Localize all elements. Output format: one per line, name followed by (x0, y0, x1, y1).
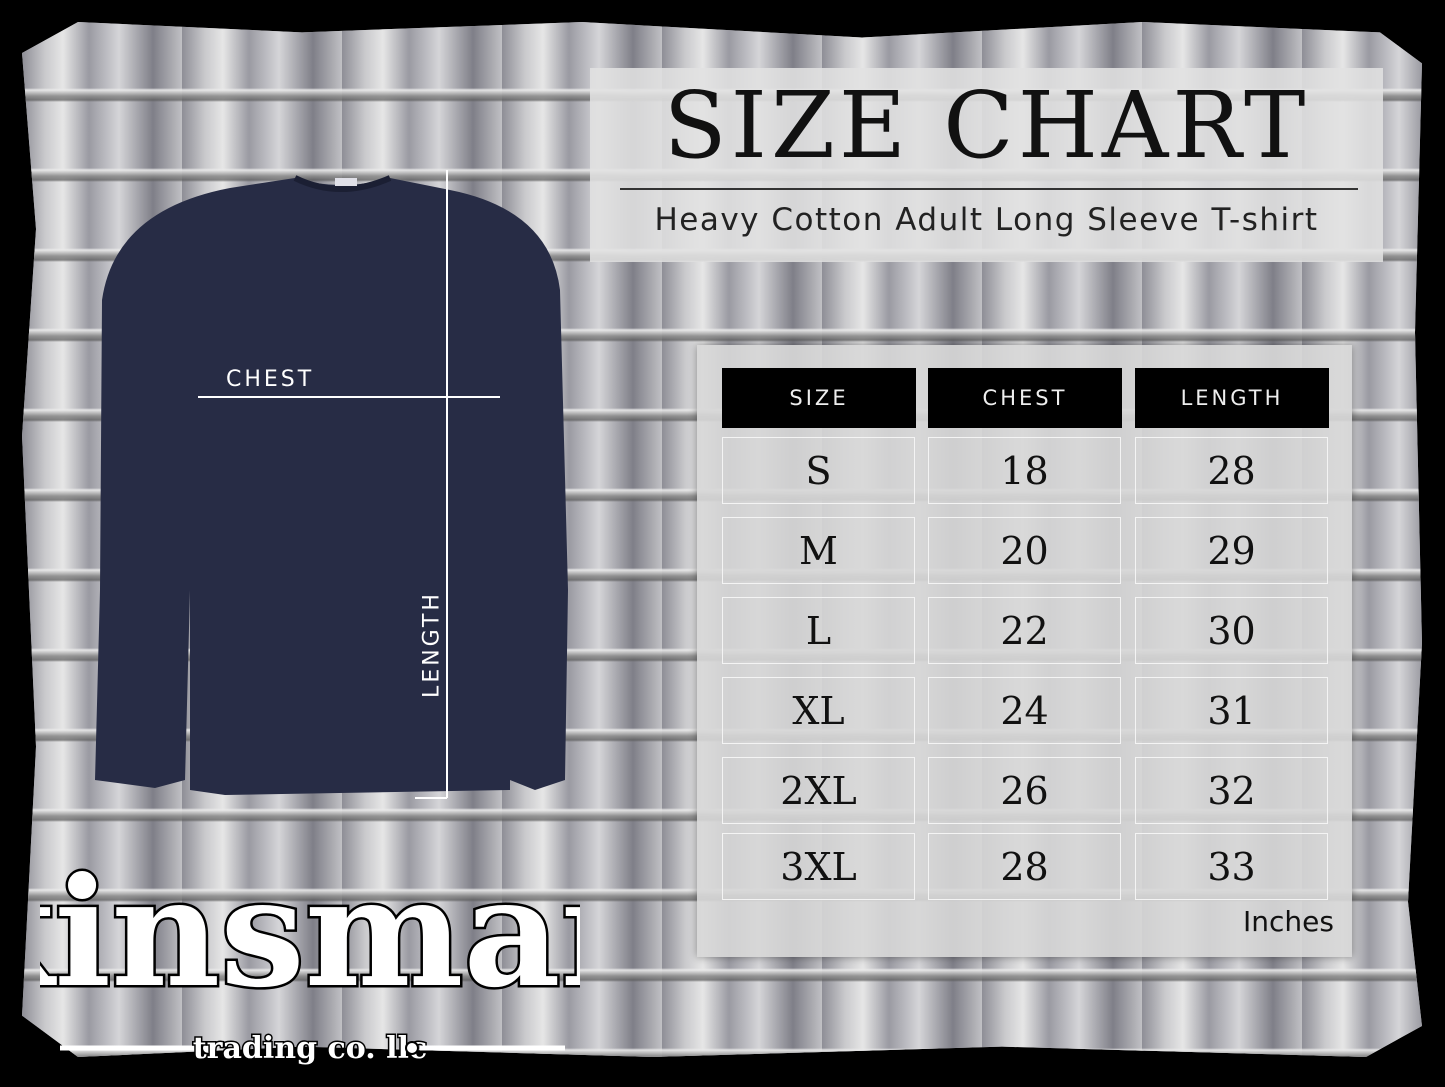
cell-size: 3XL (722, 833, 915, 900)
shirt-diagram (95, 170, 568, 799)
cell-length: 32 (1135, 757, 1328, 824)
cell-chest: 22 (928, 597, 1121, 664)
cell-length: 31 (1135, 677, 1328, 744)
shirt-image (95, 178, 568, 795)
tag (335, 178, 357, 186)
cell-size: M (722, 517, 915, 584)
divider (620, 188, 1358, 190)
cell-length: 33 (1135, 833, 1328, 900)
cell-chest: 26 (928, 757, 1121, 824)
header-chest: CHEST (928, 368, 1122, 428)
cell-length: 29 (1135, 517, 1328, 584)
chest-label: CHEST (226, 367, 315, 392)
length-label: LENGTH (419, 591, 445, 698)
title-box: SIZE CHART Heavy Cotton Adult Long Sleev… (590, 68, 1383, 262)
cell-length: 28 (1135, 437, 1328, 504)
header-size: SIZE (722, 368, 916, 428)
cell-chest: 20 (928, 517, 1121, 584)
cell-chest: 24 (928, 677, 1121, 744)
logo-wordmark: kinsman (40, 845, 580, 1021)
kinsman-logo: kinsman trading co. llc (40, 843, 580, 1068)
cell-size: 2XL (722, 757, 915, 824)
units-label: Inches (1243, 905, 1334, 938)
cell-size: L (722, 597, 915, 664)
cell-size: XL (722, 677, 915, 744)
header-length: LENGTH (1135, 368, 1329, 428)
cell-chest: 18 (928, 437, 1121, 504)
cell-length: 30 (1135, 597, 1328, 664)
page-title: SIZE CHART (663, 72, 1310, 179)
subtitle: Heavy Cotton Adult Long Sleeve T-shirt (654, 202, 1319, 238)
cell-chest: 28 (928, 833, 1121, 900)
size-table: SIZE CHEST LENGTH S 18 28 M 20 29 L 22 30 XL 24 31 2… (697, 345, 1352, 957)
cell-size: S (722, 437, 915, 504)
logo-tagline: trading co. llc (193, 1031, 427, 1066)
